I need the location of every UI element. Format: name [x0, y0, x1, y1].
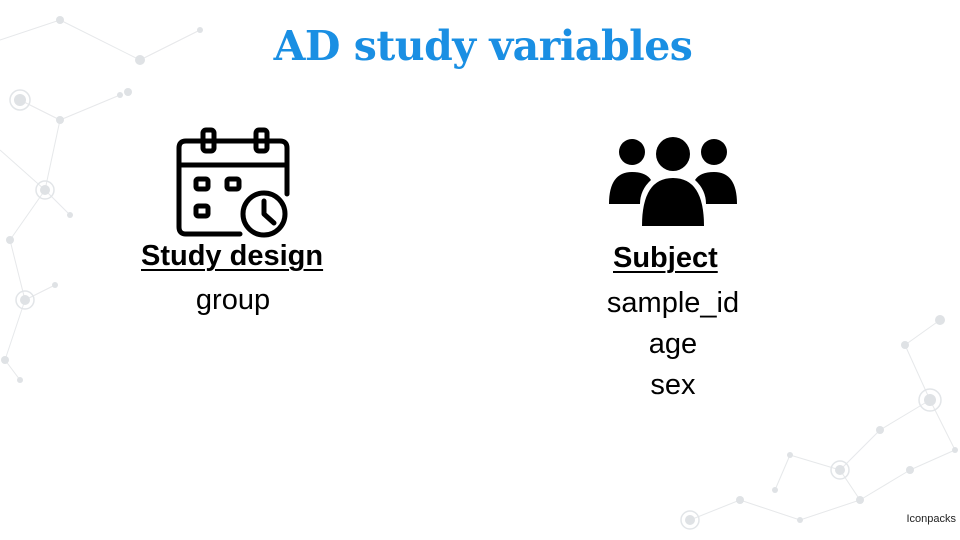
study-design-variable-list: group: [133, 280, 333, 321]
subject-variable-list: sample_id age sex: [573, 283, 773, 406]
subject-heading: Subject: [613, 242, 718, 274]
icon-credit: Iconpacks: [906, 513, 956, 525]
study-design-heading: Study design: [141, 240, 324, 272]
variable-item: sample_id: [606, 287, 740, 319]
calendar-clock-icon: [176, 127, 290, 238]
slide-title: AD study variables: [273, 22, 693, 70]
variable-item: age: [648, 328, 698, 360]
variable-item: group: [195, 284, 271, 316]
variable-item: sex: [650, 369, 696, 401]
group-people-icon: [609, 137, 737, 226]
